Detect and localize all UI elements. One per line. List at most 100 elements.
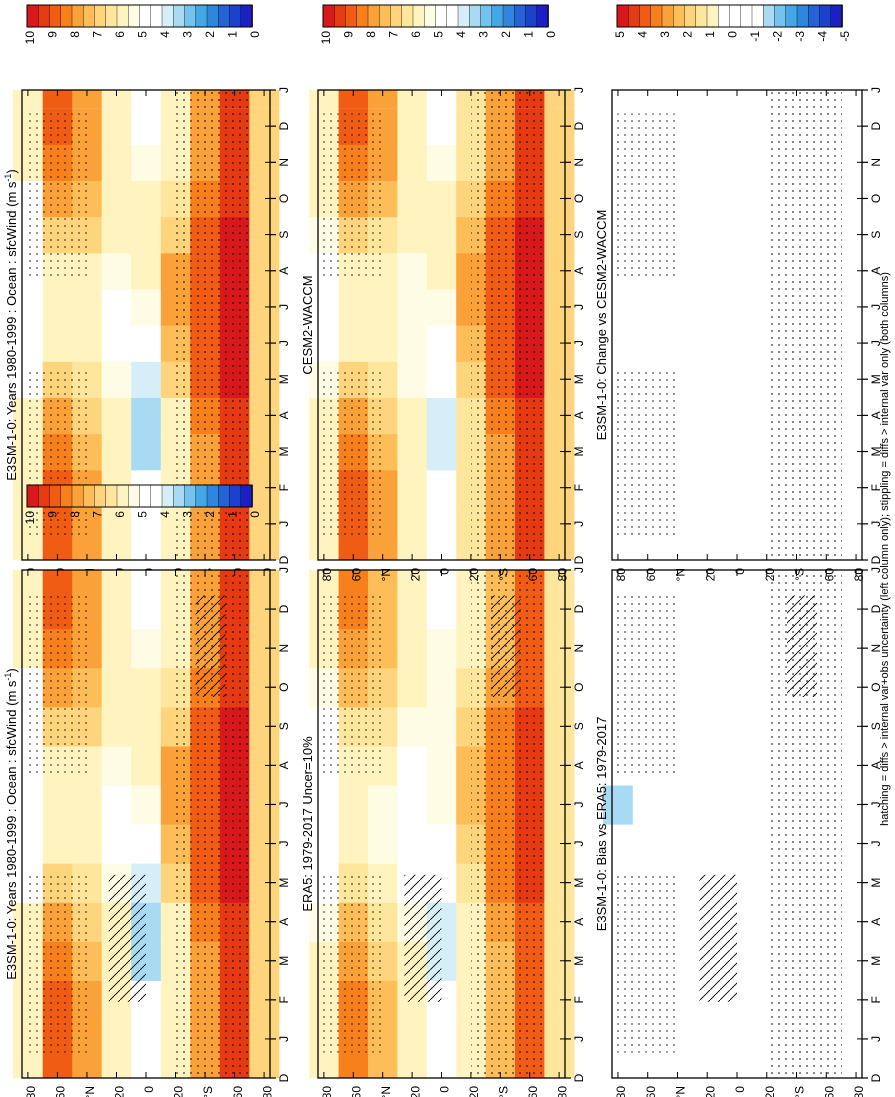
colorbar-swatch: [345, 4, 358, 28]
colorbar-swatch: [808, 4, 821, 28]
heatmap-cell: [426, 745, 457, 786]
panel-title: ERA5: 1979-2017 Uncer=10%: [300, 736, 315, 912]
heatmap-cell: [249, 90, 280, 109]
month-tick-label: J: [869, 802, 883, 808]
heatmap-cell: [692, 252, 723, 290]
colorbar-swatch: [184, 484, 197, 508]
colorbar-swatch: [128, 4, 141, 28]
heatmap-cell: [426, 667, 457, 708]
figure-footnote: hatching = diffs > internal var+obs unce…: [879, 272, 891, 826]
month-tick-label: F: [869, 484, 883, 491]
colorbar-swatch: [206, 484, 220, 508]
heatmap-cell: [603, 1058, 634, 1078]
heatmap-cell: [368, 288, 398, 326]
heatmap-cell: [338, 90, 369, 109]
lat-tick-label: 20: [467, 1086, 481, 1097]
heatmap-cell: [632, 541, 664, 560]
panel-p4: 80 60 °N 20 0 20 °S 60 80DJFMAMJJASONDJCESM2-WAC…: [300, 4, 586, 581]
lat-tick-label: °N: [379, 568, 393, 581]
heatmap-cell: [131, 505, 162, 543]
colorbar-swatch: [60, 4, 73, 28]
colorbar-swatch: [322, 4, 336, 28]
colorbar-label: 5: [432, 31, 446, 38]
heatmap-cell: [13, 288, 44, 326]
stipple-region: [471, 90, 546, 560]
heatmap-cell: [722, 469, 753, 507]
month-tick-label: J: [869, 521, 883, 527]
colorbar-label: 9: [46, 31, 60, 38]
heatmap-cell: [722, 667, 753, 708]
heatmap-cell: [397, 288, 428, 326]
heatmap-cell: [338, 1058, 369, 1078]
heatmap-cell: [692, 397, 723, 435]
stipple-region: [767, 90, 842, 560]
month-tick-label: S: [869, 722, 883, 730]
colorbar-label: 6: [113, 511, 127, 518]
heatmap-cell: [368, 570, 398, 590]
heatmap-cell: [426, 397, 457, 435]
heatmap-cell: [309, 325, 340, 362]
month-tick-label: O: [572, 683, 586, 692]
heatmap-cell: [722, 325, 753, 362]
heatmap-cell: [72, 824, 103, 864]
heatmap-cell: [72, 1058, 103, 1078]
heatmap-cell: [42, 288, 73, 326]
lat-tick-label: 80: [852, 568, 866, 582]
heatmap-cell: [426, 108, 457, 145]
panel-title: E3SM-1-0: Years 1980-1999 : Ocean : sfcW…: [3, 169, 19, 481]
heatmap-cell: [368, 1058, 398, 1078]
colorbar-label: 3: [181, 511, 195, 518]
heatmap-cell: [101, 108, 132, 145]
lat-tick-label: 20: [703, 568, 717, 582]
colorbar-label: 3: [477, 31, 491, 38]
heatmap-cell: [101, 325, 132, 362]
heatmap-cell: [368, 824, 398, 864]
heatmap-cell: [692, 1019, 723, 1060]
heatmap-cell: [603, 824, 634, 864]
month-tick-label: J: [869, 1036, 883, 1042]
colorbar-swatch: [38, 484, 51, 508]
colorbar-label: 4: [158, 511, 172, 518]
colorbar-swatch: [729, 4, 742, 28]
heatmap-cell: [397, 144, 428, 181]
month-tick-label: J: [869, 87, 883, 93]
month-tick-label: M: [572, 374, 586, 384]
lat-tick-label: 0: [142, 1086, 156, 1093]
heatmap-cell: [692, 505, 723, 543]
heatmap-cell: [722, 541, 753, 560]
colorbar-label: 2: [681, 31, 695, 38]
month-tick-label: A: [869, 761, 883, 769]
heatmap-cell: [101, 216, 132, 254]
heatmap-cell: [101, 433, 132, 471]
colorbar-label: 10: [23, 31, 37, 45]
month-tick-label: O: [572, 194, 586, 203]
month-tick-label: A: [572, 761, 586, 769]
lat-tick-label: 20: [408, 1086, 422, 1097]
heatmap-cell: [397, 325, 428, 362]
lat-tick-label: 0: [438, 1086, 452, 1093]
heatmap-cell: [692, 824, 723, 864]
colorbar-swatch: [206, 4, 220, 28]
heatmap-cell: [692, 288, 723, 326]
colorbar-swatch: [195, 4, 208, 28]
heatmap-cell: [131, 288, 162, 326]
heatmap-cell: [309, 784, 340, 825]
month-tick-label: J: [572, 521, 586, 527]
colorbar-swatch: [706, 4, 720, 28]
colorbar-label: 0: [248, 511, 262, 518]
panel-title-sup: -1: [3, 174, 13, 182]
colorbar-swatch: [446, 4, 459, 28]
heatmap-cell: [338, 288, 369, 326]
heatmap-cell: [131, 90, 162, 109]
colorbar-swatch: [38, 4, 51, 28]
month-tick-label: A: [869, 918, 883, 926]
colorbar-swatch: [60, 484, 73, 508]
month-tick-label: N: [869, 644, 883, 653]
heatmap-cell: [692, 180, 723, 218]
heatmap-cell: [841, 541, 872, 560]
heatmap-cell: [397, 745, 428, 786]
heatmap-cell: [368, 784, 398, 825]
colorbar-swatch: [173, 4, 186, 28]
